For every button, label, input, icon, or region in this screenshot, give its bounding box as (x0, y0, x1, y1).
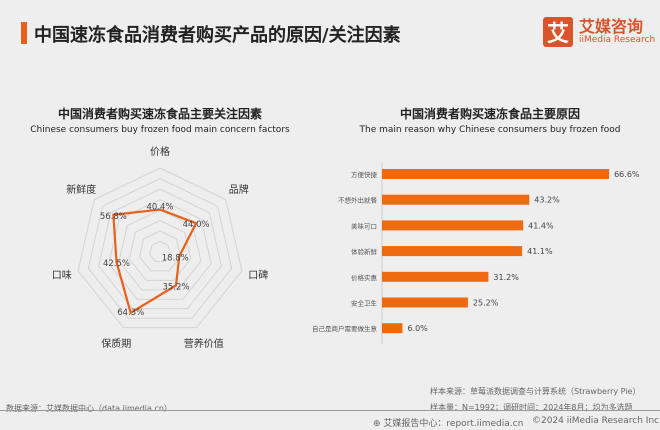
bar-data-label: 6.0% (407, 324, 428, 333)
bar-data-label: 66.6% (614, 170, 640, 179)
radar-axis-label: 品牌 (229, 183, 249, 196)
radar-data-label: 42.5% (103, 259, 130, 269)
bar (382, 323, 403, 334)
bar-data-label: 31.2% (493, 273, 519, 282)
radar-axis-label: 新鲜度 (66, 183, 96, 196)
bar (382, 271, 489, 282)
bar (382, 194, 530, 205)
footer-divider (0, 410, 660, 411)
bar-category-label: 美味可口 (351, 221, 377, 230)
bar-data-label: 43.2% (534, 196, 560, 205)
radar-grid-ring (128, 219, 192, 281)
bar (382, 297, 468, 308)
bar-data-label: 25.2% (473, 299, 499, 308)
logo-en: iiMedia Research (579, 35, 656, 45)
bar (382, 220, 524, 231)
bar-category-label: 安全卫生 (351, 299, 378, 308)
bar-title: 中国消费者购买速冻食品主要原因 (399, 107, 580, 121)
radar-axis-label: 保质期 (101, 337, 131, 350)
bar-data-label: 41.4% (528, 221, 554, 230)
radar-data-label: 64.3% (117, 308, 144, 318)
report-icon: ⊕ (373, 419, 384, 429)
sample-source: 样本来源：草莓派数据调查与计算系统（Strawberry Pie） (430, 387, 641, 396)
bar-data-label: 41.1% (527, 247, 553, 256)
radar-data-label: 44.0% (183, 220, 210, 230)
radar-grid-ring (108, 198, 212, 300)
radar-grid-ring (87, 177, 233, 319)
logo: 艾 艾媒咨询 iiMedia Research (543, 17, 655, 47)
radar-axis-label: 营养价值 (184, 337, 224, 350)
copyright: ©2024 iiMedia Research Inc (532, 416, 660, 426)
radar-data-label: 40.4% (146, 203, 173, 213)
data-source: 数据来源：艾媒数据中心（data.iimedia.cn） (6, 404, 172, 413)
radar-axis-label: 口碑 (248, 268, 268, 281)
radar-data-label: 35.2% (163, 282, 190, 292)
bar-category-label: 不想外出就餐 (338, 196, 378, 205)
bar-category-label: 方便快捷 (351, 170, 378, 179)
bar-category-label: 价格实惠 (351, 273, 378, 282)
radar-axis-label: 价格 (150, 145, 170, 158)
radar-grid-ring (77, 167, 243, 329)
radar-series-line (112, 208, 198, 315)
radar-grid-ring (138, 230, 182, 272)
bar (382, 246, 523, 257)
radar-title: 中国消费者购买速冻食品主要关注因素 (57, 107, 262, 121)
page-title: 中国速冻食品消费者购买产品的原因/关注因素 (34, 25, 401, 46)
radar-data-label: 18.8% (162, 253, 189, 263)
bar-category-label: 体验新鲜 (351, 247, 378, 256)
bar (382, 169, 610, 179)
radar-data-label: 56.8% (100, 212, 127, 222)
report-link[interactable]: 艾媒报告中心：report.iimedia.cn (383, 419, 524, 429)
bar-subtitle: The main reason why Chinese consumers bu… (359, 125, 621, 135)
logo-mark: 艾 (543, 17, 573, 47)
report-center: ⊕ 艾媒报告中心：report.iimedia.cn (373, 416, 523, 429)
sample-size: 样本量：N=1992；调研时间：2024年8月；均为多选题 (430, 403, 633, 412)
radar-axis-label: 口味 (52, 269, 72, 281)
radar-grid-ring (118, 209, 202, 291)
radar-grid-ring (98, 188, 222, 310)
radar-grid-ring (149, 240, 171, 262)
bar-category-label: 自己是商户需要做生意 (312, 324, 378, 333)
title-accent (21, 22, 27, 44)
logo-cn: 艾媒咨询 (579, 17, 644, 36)
radar-subtitle: Chinese consumers buy frozen food main c… (30, 125, 290, 135)
